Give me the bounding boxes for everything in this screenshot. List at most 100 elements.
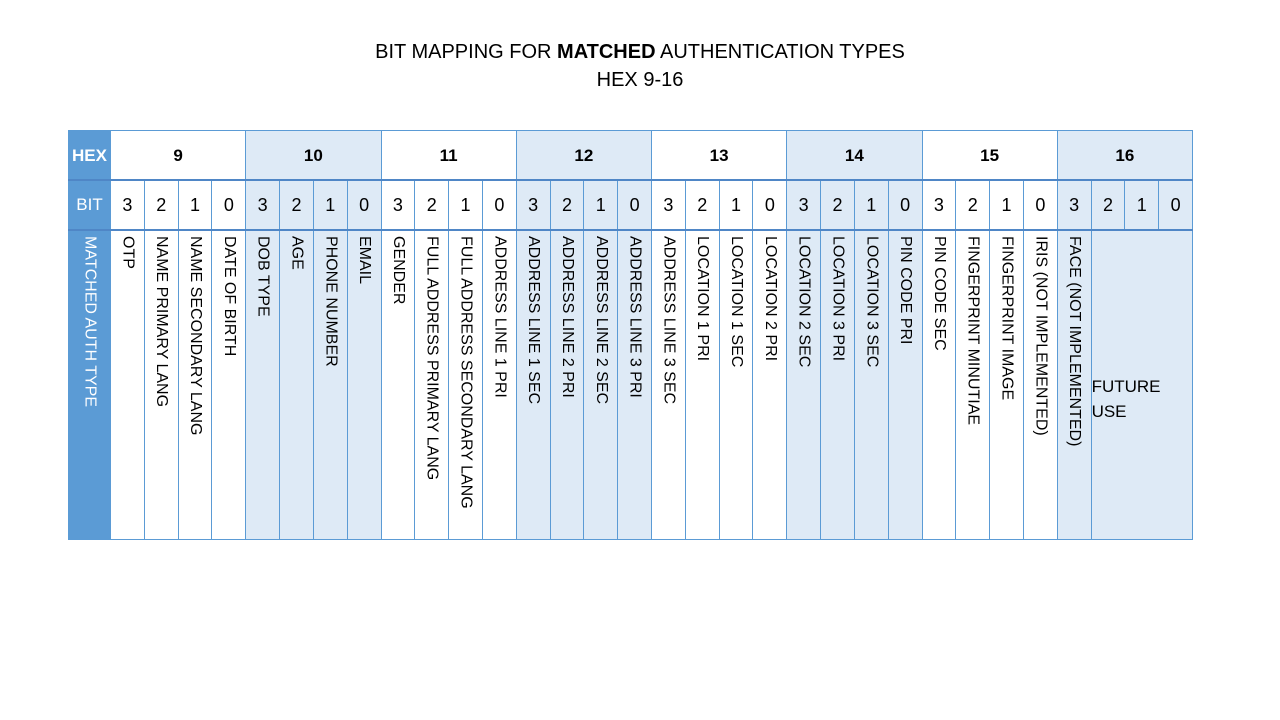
bit-cell: 1 [718, 180, 754, 230]
auth-type-label: FINGERPRINT IMAGE [998, 236, 1016, 401]
bit-cell: 1 [583, 180, 619, 230]
auth-type-label: ADDRESS LINE 2 PRI [558, 236, 576, 398]
bit-cell: 2 [955, 180, 991, 230]
bit-cell: 0 [1158, 180, 1193, 230]
auth-type-cell: ADDRESS LINE 1 PRI [481, 229, 517, 540]
auth-type-cell: NAME PRIMARY LANG [143, 229, 179, 540]
auth-type-cell: FINGERPRINT MINUTIAE [955, 229, 991, 540]
auth-type-cell: ADDRESS LINE 2 SEC [583, 229, 619, 540]
bit-cell: 3 [921, 180, 957, 230]
bit-cell: 2 [414, 180, 450, 230]
auth-type-cell: EMAIL [346, 229, 382, 540]
auth-type-cell: ADDRESS LINE 3 SEC [651, 229, 686, 540]
auth-type-label: FACE (NOT IMPLEMENTED) [1066, 236, 1084, 447]
bit-cell: 3 [786, 180, 822, 230]
bit-cell: 3 [245, 180, 281, 230]
auth-type-cell: FULL ADDRESS PRIMARY LANG [414, 229, 450, 540]
bit-cell: 0 [887, 180, 923, 230]
auth-type-cell: DATE OF BIRTH [211, 229, 247, 540]
auth-type-cell: IRIS (NOT IMPLEMENTED) [1022, 229, 1058, 540]
hex-header-12: 12 [515, 130, 652, 181]
auth-type-label: PIN CODE PRI [897, 236, 915, 345]
bit-cell: 1 [312, 180, 348, 230]
hex-header-11: 11 [380, 130, 517, 181]
bit-cell: 1 [177, 180, 213, 230]
title-suffix: AUTHENTICATION TYPES [655, 41, 905, 63]
auth-type-label: ADDRESS LINE 3 SEC [660, 236, 678, 405]
bit-cell: 0 [481, 180, 517, 230]
auth-type-cell: GENDER [380, 229, 416, 540]
auth-type-cell: LOCATION 3 PRI [820, 229, 855, 540]
auth-type-label: FINGERPRINT MINUTIAE [964, 236, 982, 426]
bit-cell: 2 [820, 180, 855, 230]
auth-type-label: GENDER [389, 236, 407, 305]
row-separator [68, 179, 1193, 181]
hex-header-13: 13 [651, 130, 788, 181]
bit-cell: 2 [143, 180, 179, 230]
auth-row-label-text: MATCHED AUTH TYPE [81, 236, 99, 407]
auth-type-cell: OTP [110, 229, 145, 540]
bit-cell: 3 [651, 180, 686, 230]
page-subtitle: HEX 9-16 [596, 69, 684, 91]
bit-cell: 3 [515, 180, 551, 230]
hex-header-15: 15 [921, 130, 1058, 181]
auth-type-label: ADDRESS LINE 1 PRI [491, 236, 509, 398]
auth-type-cell: FULL ADDRESS SECONDARY LANG [448, 229, 483, 540]
hex-header-9: 9 [110, 130, 247, 181]
bit-cell: 2 [684, 180, 720, 230]
bit-cell: 3 [380, 180, 416, 230]
auth-type-label: PIN CODE SEC [930, 236, 948, 351]
auth-type-label: LOCATION 3 PRI [829, 236, 847, 362]
future-use-text: USE [1091, 401, 1127, 421]
future-use-text: FUTURE [1091, 376, 1161, 396]
auth-type-cell: FACE (NOT IMPLEMENTED) [1056, 229, 1092, 540]
auth-type-label: ADDRESS LINE 1 SEC [525, 236, 543, 405]
bit-cell: 1 [989, 180, 1024, 230]
auth-type-cell: AGE [279, 229, 314, 540]
auth-type-cell: ADDRESS LINE 1 SEC [515, 229, 551, 540]
auth-type-label: LOCATION 2 PRI [761, 236, 779, 362]
auth-type-label: PHONE NUMBER [322, 236, 340, 367]
auth-type-label: FULL ADDRESS SECONDARY LANG [457, 236, 475, 509]
auth-type-cell: ADDRESS LINE 3 PRI [617, 229, 652, 540]
bit-cell: 0 [1022, 180, 1058, 230]
bit-cell: 2 [1090, 180, 1126, 230]
bit-cell: 0 [617, 180, 652, 230]
auth-type-label: LOCATION 3 SEC [863, 236, 881, 368]
hex-header-16: 16 [1056, 130, 1193, 181]
auth-type-cell: NAME SECONDARY LANG [177, 229, 213, 540]
auth-type-cell: LOCATION 1 PRI [684, 229, 720, 540]
auth-type-cell: LOCATION 2 PRI [752, 229, 788, 540]
hex-header-14: 14 [786, 130, 923, 181]
auth-type-cell: LOCATION 2 SEC [786, 229, 822, 540]
hex-header-10: 10 [245, 130, 382, 181]
auth-type-label: NAME SECONDARY LANG [187, 236, 205, 436]
auth-type-label: ADDRESS LINE 3 PRI [626, 236, 644, 398]
bit-cell: 2 [549, 180, 585, 230]
future-use-cell: FUTURE USE [1090, 229, 1193, 540]
auth-type-label: NAME PRIMARY LANG [153, 236, 171, 408]
auth-type-cell: LOCATION 1 SEC [718, 229, 754, 540]
bit-cell: 2 [279, 180, 314, 230]
bit-cell: 0 [752, 180, 788, 230]
auth-type-label: ADDRESS LINE 2 SEC [592, 236, 610, 405]
title-bold: MATCHED [557, 41, 656, 63]
bit-cell: 0 [346, 180, 382, 230]
auth-type-label: LOCATION 2 SEC [795, 236, 813, 368]
page-title: BIT MAPPING FOR MATCHED AUTHENTICATION T… [0, 38, 1280, 66]
auth-type-cell: PIN CODE PRI [887, 229, 923, 540]
bit-cell: 1 [448, 180, 483, 230]
auth-type-cell: LOCATION 3 SEC [853, 229, 889, 540]
auth-type-cell: ADDRESS LINE 2 PRI [549, 229, 585, 540]
auth-type-label: FULL ADDRESS PRIMARY LANG [423, 236, 441, 481]
bit-cell: 0 [211, 180, 247, 230]
auth-type-label: OTP [119, 236, 137, 269]
row-separator [68, 229, 1193, 231]
auth-type-label: IRIS (NOT IMPLEMENTED) [1032, 236, 1050, 436]
auth-type-label: AGE [288, 236, 306, 270]
auth-type-label: LOCATION 1 SEC [728, 236, 746, 368]
bit-cell: 1 [1124, 180, 1160, 230]
auth-type-cell: PIN CODE SEC [921, 229, 957, 540]
title-prefix: BIT MAPPING FOR [375, 41, 558, 63]
